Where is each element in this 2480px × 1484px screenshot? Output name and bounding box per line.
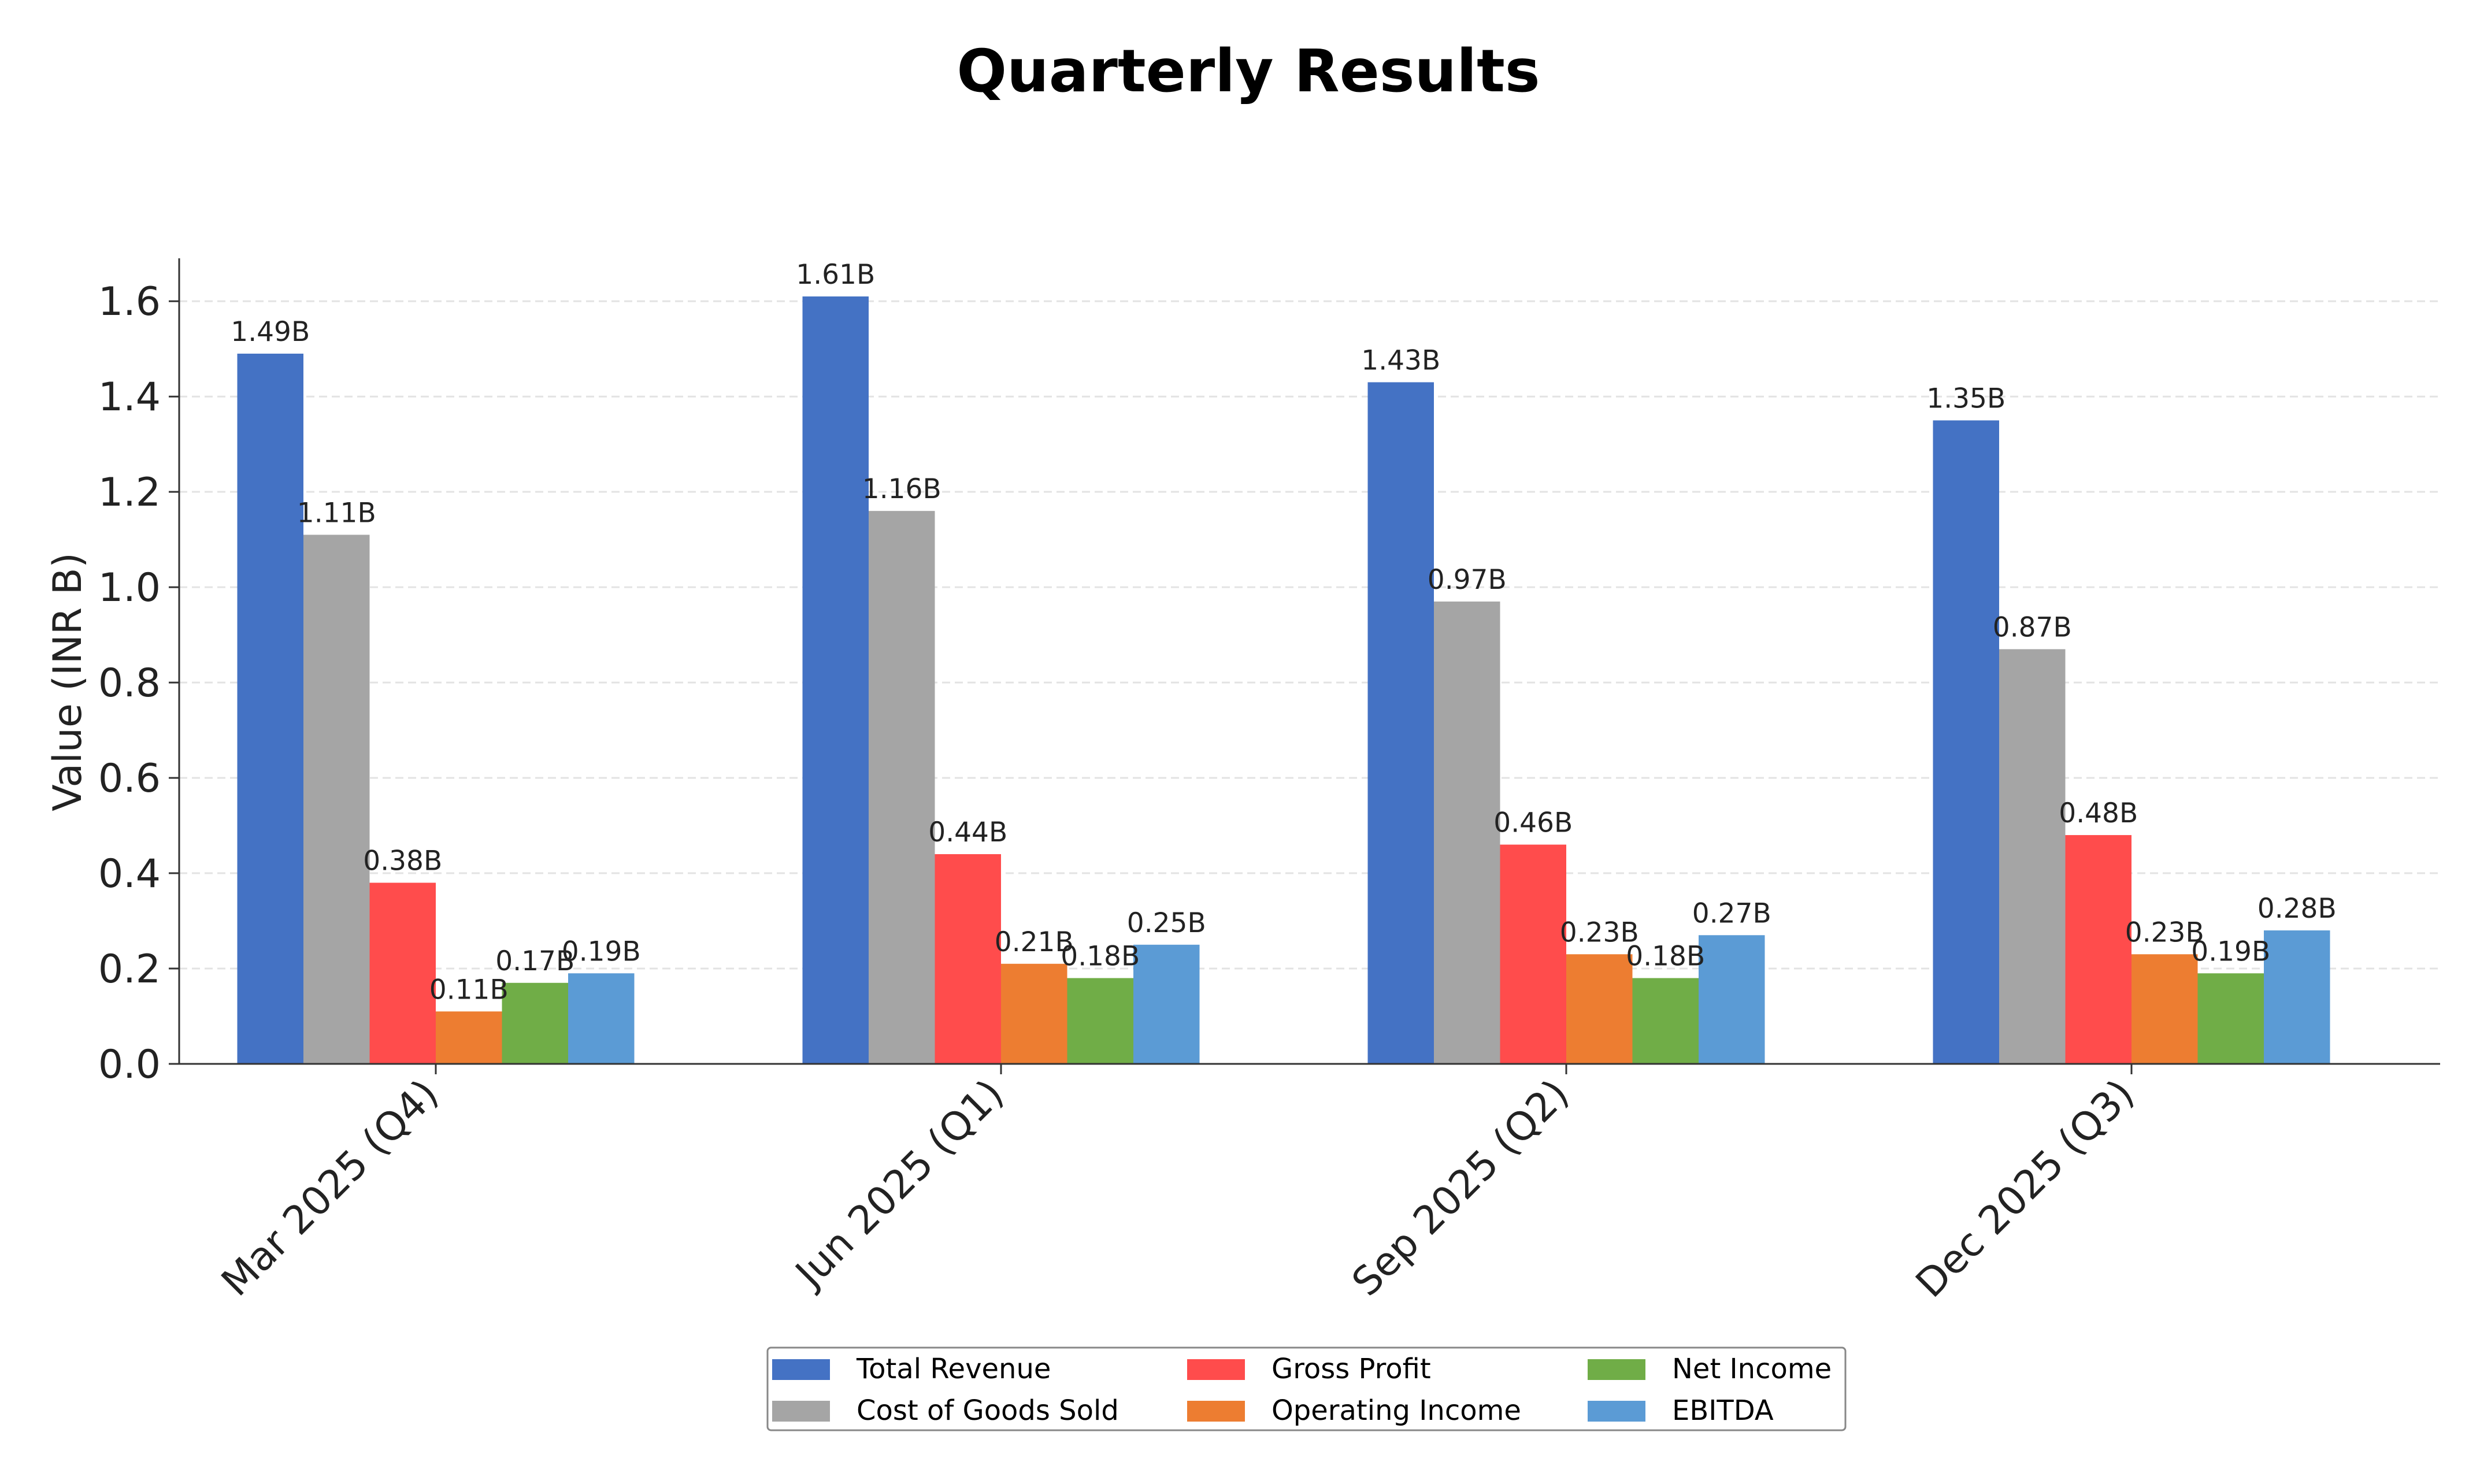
bar-value-label: 0.44B: [928, 817, 1007, 848]
bar: [2197, 973, 2264, 1064]
y-tick-label: 1.0: [98, 565, 161, 611]
chart-title: Quarterly Results: [957, 37, 1540, 106]
bar: [2065, 835, 2131, 1064]
bar-value-label: 0.21B: [995, 926, 1074, 958]
bar: [802, 296, 869, 1064]
bar: [1933, 420, 1999, 1064]
legend-label: Net Income: [1672, 1353, 1832, 1385]
bar: [869, 511, 935, 1064]
bar-value-label: 1.61B: [796, 259, 875, 291]
y-tick-label: 0.8: [98, 661, 161, 706]
bar: [935, 854, 1001, 1064]
bars: [237, 296, 2330, 1064]
bar: [1500, 844, 1566, 1064]
legend-swatch: [1187, 1359, 1245, 1380]
bar: [1566, 954, 1633, 1064]
bar-value-label: 1.11B: [297, 497, 376, 529]
legend-swatch: [772, 1401, 830, 1422]
bar: [1133, 944, 1200, 1064]
bar: [1367, 382, 1434, 1064]
legend-swatch: [772, 1359, 830, 1380]
bar: [1999, 649, 2066, 1064]
bar: [237, 353, 303, 1064]
bar-value-label: 0.18B: [1626, 941, 1705, 973]
bar-value-label: 0.19B: [562, 936, 641, 967]
bar-value-label: 1.16B: [862, 473, 941, 505]
legend-label: Total Revenue: [856, 1353, 1051, 1385]
bar-value-label: 0.38B: [363, 845, 442, 877]
legend-swatch: [1187, 1401, 1245, 1422]
bar-value-label: 0.17B: [495, 945, 574, 977]
bar: [369, 882, 436, 1064]
bar-value-label: 0.18B: [1061, 941, 1140, 973]
bar: [1001, 963, 1067, 1064]
bar: [502, 982, 568, 1064]
bar: [436, 1011, 502, 1064]
bar: [568, 973, 635, 1064]
bar-value-label: 0.87B: [1993, 611, 2072, 643]
bar-value-labels: 1.49B1.11B0.38B0.11B0.17B0.19B1.61B1.16B…: [231, 259, 2336, 1006]
bar-value-label: 0.48B: [2059, 797, 2138, 829]
legend-swatch: [1588, 1401, 1645, 1422]
bar-value-label: 0.25B: [1127, 907, 1206, 939]
legend-label: Cost of Goods Sold: [857, 1394, 1119, 1427]
bar-value-label: 0.28B: [2257, 893, 2337, 925]
y-tick-label: 0.6: [98, 756, 161, 802]
y-tick-label: 1.6: [98, 279, 161, 325]
y-tick-label: 1.2: [98, 470, 161, 515]
bar: [303, 535, 370, 1064]
bar-value-label: 0.19B: [2191, 936, 2270, 967]
bar-value-label: 1.49B: [231, 316, 310, 348]
bar-value-label: 0.11B: [429, 974, 509, 1006]
legend-label: Gross Profit: [1271, 1353, 1431, 1385]
legend: Total Revenue Cost of Goods Sold Gross Pro…: [766, 1346, 1847, 1431]
bar-value-label: 1.43B: [1361, 344, 1440, 376]
y-axis-label: Value (INR B): [45, 552, 91, 811]
legend-label: EBITDA: [1672, 1394, 1774, 1427]
legend-label: Operating Income: [1271, 1394, 1521, 1427]
legend-frame: [766, 1346, 1847, 1431]
bar-value-label: 0.23B: [1560, 917, 1639, 948]
bar-value-label: 0.23B: [2125, 917, 2204, 948]
y-tick-label: 1.4: [98, 374, 161, 420]
bar-value-label: 0.46B: [1493, 807, 1573, 839]
y-tick-label: 0.0: [98, 1042, 161, 1088]
bar: [1632, 978, 1699, 1064]
bar-value-label: 0.27B: [1692, 897, 1771, 929]
bar: [1434, 601, 1500, 1064]
bar: [1067, 978, 1133, 1064]
y-tick-label: 0.4: [98, 851, 161, 897]
bar-value-label: 0.97B: [1428, 564, 1507, 596]
legend-swatch: [1588, 1359, 1645, 1380]
bar: [1699, 935, 1765, 1064]
bar: [2131, 954, 2198, 1064]
bar: [2264, 930, 2330, 1064]
y-tick-label: 0.2: [98, 947, 161, 992]
bar-value-label: 1.35B: [1926, 383, 2005, 414]
